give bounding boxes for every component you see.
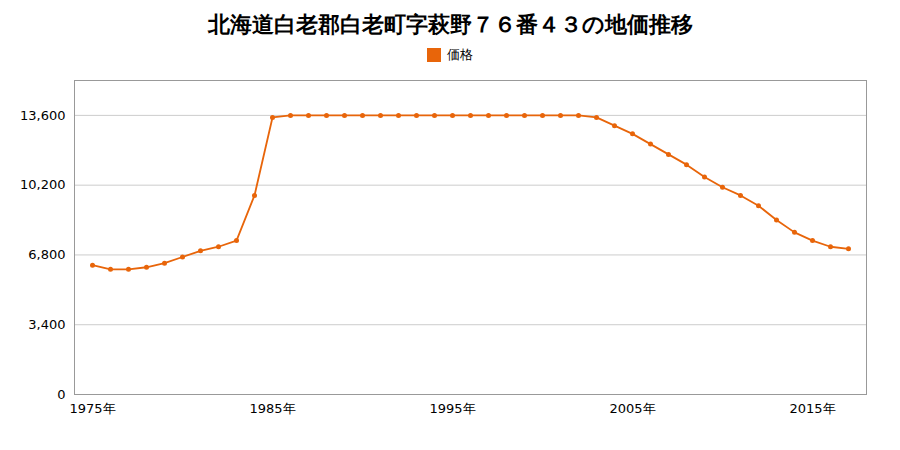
svg-text:1995年: 1995年 <box>429 401 475 416</box>
svg-text:13,600: 13,600 <box>20 108 66 123</box>
svg-text:0: 0 <box>57 387 65 402</box>
html-text:価格: 価格 <box>447 47 473 62</box>
svg-text:3,400: 3,400 <box>28 317 65 332</box>
html-text:北海道白老郡白老町字萩野７６番４３の地価推移: 北海道白老郡白老町字萩野７６番４３の地価推移 <box>207 12 693 37</box>
svg-text:2005年: 2005年 <box>609 401 655 416</box>
svg-text:1975年: 1975年 <box>69 401 115 416</box>
svg-text:10,200: 10,200 <box>20 177 66 192</box>
svg-text:6,800: 6,800 <box>28 247 65 262</box>
svg-text:1985年: 1985年 <box>249 401 295 416</box>
svg-text:2015年: 2015年 <box>789 401 835 416</box>
